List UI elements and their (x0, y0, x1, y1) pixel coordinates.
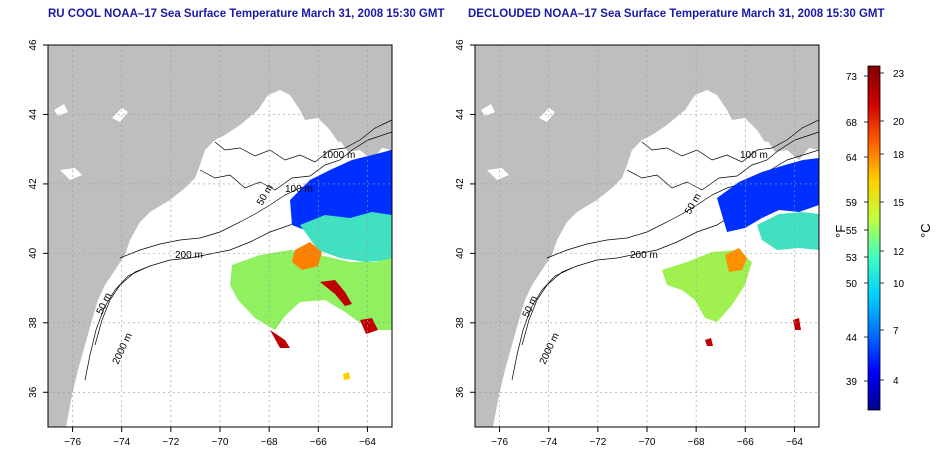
x-tick-label: −76 (64, 437, 81, 448)
contour-label: 2000 m (538, 331, 562, 366)
contour-50m (641, 119, 819, 163)
sst-orange-region (292, 242, 322, 270)
lake (487, 168, 509, 180)
left-frame-ticks: −76 −74 −72 −70 −68 −66 −64 46 44 42 40 38 36 (28, 39, 393, 448)
contour-label: 100 m (285, 184, 313, 195)
right-frame-ticks: −76 −74 −72 −70 −68 −66 −64 46 44 42 40 38 36 (455, 39, 820, 448)
c-tick-label: 12 (893, 247, 905, 258)
f-tick-label: 73 (846, 72, 858, 83)
f-tick-label: 64 (846, 153, 858, 164)
f-tick-label: 59 (846, 198, 858, 209)
right-sst-field (662, 158, 819, 346)
nova-scotia (757, 92, 819, 142)
y-tick-label: 40 (28, 247, 39, 259)
y-tick-label: 46 (455, 39, 466, 51)
y-tick-label: 44 (455, 108, 466, 120)
contour-label: 200 m (630, 250, 658, 261)
x-tick-label: −68 (688, 437, 705, 448)
sst-cyan-region (300, 212, 392, 262)
c-tick-label: 23 (893, 69, 905, 80)
contour-50m (214, 119, 392, 163)
contour-shelf (511, 267, 573, 381)
x-tick-label: −64 (359, 437, 376, 448)
c-tick-label: 4 (893, 376, 899, 387)
f-tick-label: 39 (846, 377, 858, 388)
fahrenheit-label: °F (833, 225, 848, 238)
contour-label: 50 m (255, 183, 276, 208)
lake (60, 168, 82, 180)
land-mass (475, 45, 819, 427)
contour-label: 2000 m (111, 331, 135, 366)
sst-orange-region (725, 248, 747, 272)
sst-red-edge (320, 280, 352, 306)
x-tick-label: −66 (310, 437, 327, 448)
right-land (475, 45, 819, 427)
left-panel-title: RU COOL NOAA–17 Sea Surface Temperature … (48, 8, 445, 20)
contour-shelf (84, 267, 146, 381)
y-tick-label: 38 (28, 317, 39, 329)
contour-label: 1000 m (322, 150, 355, 161)
x-tick-label: −72 (589, 437, 606, 448)
x-tick-label: −74 (113, 437, 130, 448)
contour-100m (626, 131, 819, 191)
sst-cyan-region (757, 212, 819, 250)
sst-red-speck (705, 338, 713, 346)
x-tick-label: −70 (639, 437, 656, 448)
f-tick-label: 68 (846, 118, 858, 129)
sst-yellow-speck (343, 372, 350, 380)
contour-label: 50 m (683, 192, 704, 217)
x-tick-label: −74 (540, 437, 557, 448)
c-tick-label: 15 (893, 198, 905, 209)
f-tick-label: 55 (846, 226, 858, 237)
f-tick-label: 50 (846, 279, 858, 290)
x-tick-label: −72 (162, 437, 179, 448)
sst-blue-region (717, 158, 819, 232)
y-tick-label: 40 (455, 247, 466, 259)
celsius-label: °C (918, 223, 933, 238)
right-panel-title: DECLOUDED NOAA–17 Sea Surface Temperatur… (468, 8, 885, 20)
c-tick-label: 18 (893, 150, 905, 161)
y-tick-label: 44 (28, 108, 39, 120)
lake (112, 108, 128, 122)
contour-label: 200 m (175, 250, 203, 261)
x-tick-label: −64 (786, 437, 803, 448)
contour-100m (199, 131, 392, 191)
y-tick-label: 42 (455, 178, 466, 190)
y-tick-label: 36 (28, 386, 39, 398)
colorbar-scale (867, 65, 881, 411)
y-tick-label: 36 (455, 386, 466, 398)
x-tick-label: −76 (491, 437, 508, 448)
y-tick-label: 46 (28, 39, 39, 51)
left-land (48, 45, 392, 427)
c-tick-label: 10 (893, 279, 905, 290)
right-map-panel: −76 −74 −72 −70 −68 −66 −64 46 44 42 40 38 36 (455, 39, 820, 448)
lake (539, 108, 555, 122)
f-tick-label: 53 (846, 253, 858, 264)
left-map-panel: −76 −74 −72 −70 −68 −66 −64 46 44 42 40 38 36 (28, 39, 393, 448)
x-tick-label: −68 (261, 437, 278, 448)
y-tick-label: 42 (28, 178, 39, 190)
x-tick-label: −70 (212, 437, 229, 448)
f-tick-label: 44 (846, 333, 858, 344)
nova-scotia (330, 92, 392, 142)
contour-label: 100 m (740, 150, 768, 161)
y-tick-label: 38 (455, 317, 466, 329)
x-tick-label: −66 (737, 437, 754, 448)
colorbar: 73 68 64 59 55 53 50 44 39 23 20 18 15 12 10 7 4 °F °C (833, 65, 933, 411)
sst-red-edge (360, 318, 378, 334)
c-tick-label: 7 (893, 326, 899, 337)
sst-green-region (230, 250, 392, 330)
left-sst-field (230, 150, 392, 380)
lake (481, 104, 495, 116)
land-mass (48, 45, 392, 427)
sst-red-edge (270, 330, 290, 348)
lake (54, 104, 68, 116)
c-tick-label: 20 (893, 117, 905, 128)
sst-red-speck (793, 318, 801, 330)
